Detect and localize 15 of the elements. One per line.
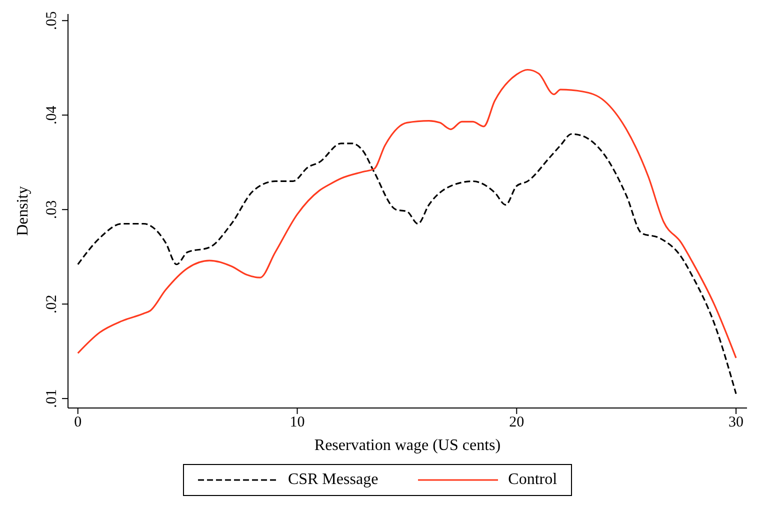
x-tick-label: 30: [728, 414, 744, 431]
x-axis-title: Reservation wage (US cents): [314, 437, 501, 454]
x-tick-label: 10: [290, 414, 305, 431]
y-tick-label: .04: [44, 105, 60, 124]
x-tick-label: 20: [509, 414, 524, 431]
y-tick-label: .02: [44, 294, 60, 314]
y-tick-label: .05: [44, 11, 60, 30]
x-tick-label: 0: [74, 414, 82, 431]
y-tick-label: .03: [44, 200, 60, 219]
y-axis-title: Density: [14, 186, 32, 236]
legend-label: CSR Message: [288, 471, 378, 489]
y-tick-label: .01: [44, 389, 60, 408]
line-series: [77, 133, 737, 395]
legend-label: Control: [508, 471, 558, 489]
line-series: [77, 68, 737, 359]
